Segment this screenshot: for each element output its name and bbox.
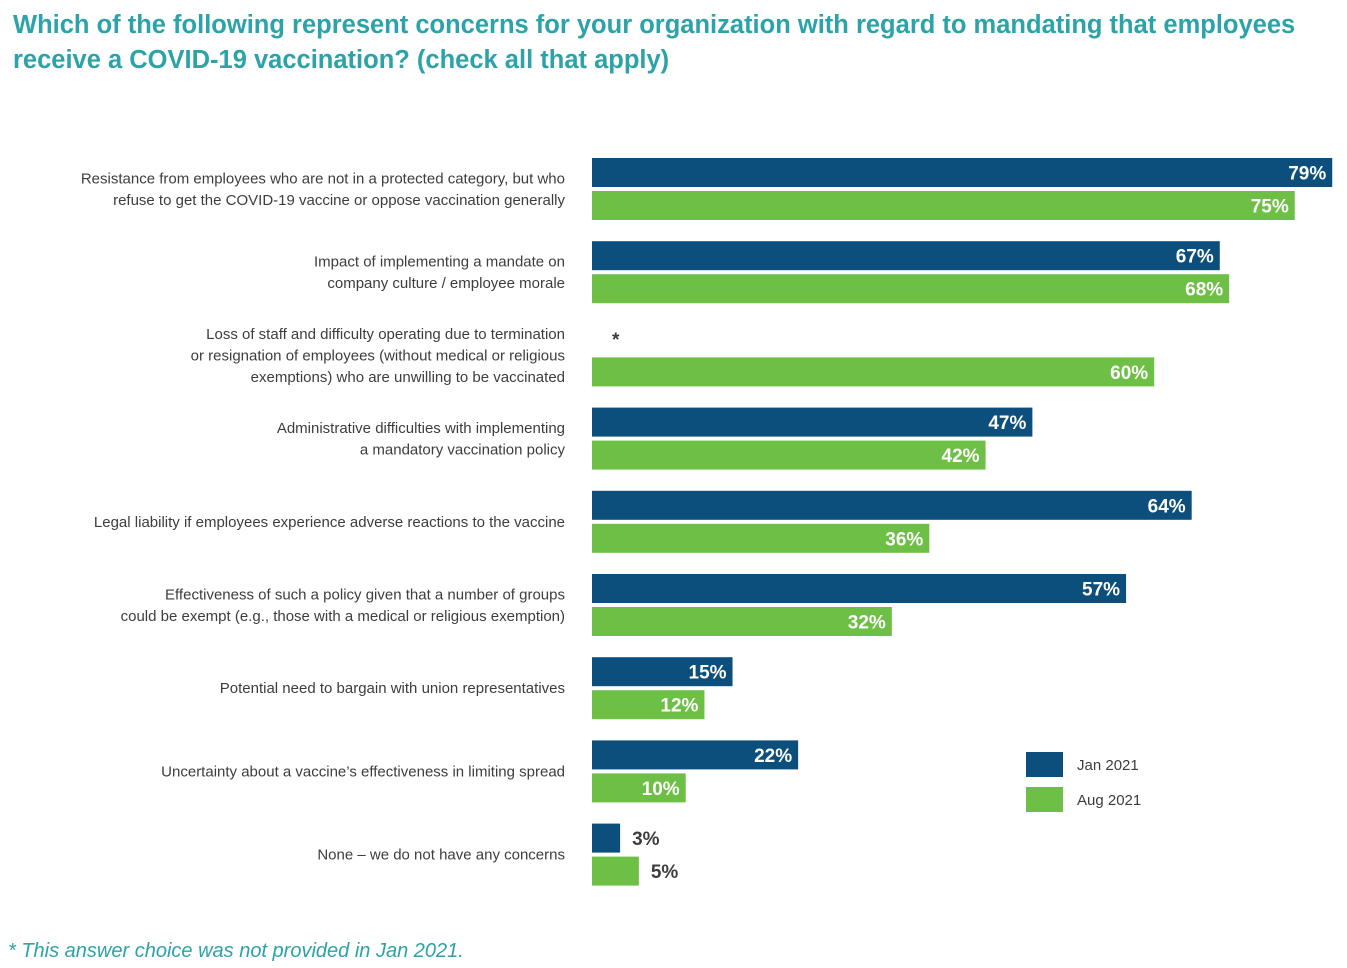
category-label-line: Impact of implementing a mandate on <box>314 253 565 270</box>
category-label: None – we do not have any concerns <box>317 847 565 864</box>
category-label-line: Legal liability if employees experience … <box>94 514 565 531</box>
value-label-jan-2021: 64% <box>1148 496 1186 517</box>
value-label-jan-2021: 22% <box>754 746 792 767</box>
bar-aug-2021 <box>592 274 1230 304</box>
value-label-jan-2021: 3% <box>632 829 660 850</box>
bar-aug-2021 <box>592 191 1295 220</box>
bar-aug-2021 <box>592 856 639 886</box>
category-label: Loss of staff and difficulty operating d… <box>191 326 565 386</box>
category-label-line: a mandatory vaccination policy <box>360 441 566 458</box>
category-label: Potential need to bargain with union rep… <box>220 680 565 697</box>
category-label-line: company culture / employee morale <box>327 275 565 292</box>
value-label-aug-2021: 12% <box>660 696 698 717</box>
chart-title: Which of the following represent concern… <box>13 11 1296 74</box>
bar-aug-2021 <box>592 357 1155 387</box>
not-provided-marker: * <box>612 330 620 351</box>
value-label-jan-2021: 57% <box>1082 580 1120 601</box>
value-label-aug-2021: 36% <box>885 529 923 550</box>
value-label-aug-2021: 10% <box>642 779 680 800</box>
value-label-jan-2021: 15% <box>689 663 727 684</box>
category-label-line: or resignation of employees (without med… <box>191 347 565 364</box>
legend-swatch <box>1026 787 1063 812</box>
category-label-line: None – we do not have any concerns <box>317 847 565 864</box>
bar-jan-2021 <box>592 574 1127 603</box>
bar-jan-2021 <box>592 490 1192 520</box>
category-label-line: Effectiveness of such a policy given tha… <box>165 586 565 603</box>
value-label-aug-2021: 75% <box>1251 197 1289 218</box>
category-label: Administrative difficulties with impleme… <box>277 420 566 459</box>
category-label: Resistance from employees who are not in… <box>81 170 566 209</box>
category-label: Legal liability if employees experience … <box>94 514 565 531</box>
bar-aug-2021 <box>592 607 892 636</box>
bar-jan-2021 <box>592 657 733 687</box>
bar-jan-2021 <box>592 823 621 853</box>
category-label: Uncertainty about a vaccine’s effectiven… <box>161 763 565 780</box>
category-label-line: Potential need to bargain with union rep… <box>220 680 565 697</box>
bar-jan-2021 <box>592 407 1033 437</box>
value-label-jan-2021: 67% <box>1176 247 1214 268</box>
bar-aug-2021 <box>592 440 986 470</box>
category-label-line: refuse to get the COVID-19 vaccine or op… <box>113 192 565 209</box>
category-label-line: Administrative difficulties with impleme… <box>277 420 565 437</box>
legend-label: Jan 2021 <box>1077 757 1139 774</box>
category-label-line: Loss of staff and difficulty operating d… <box>206 326 565 343</box>
legend-label: Aug 2021 <box>1077 792 1141 809</box>
footnote: * This answer choice was not provided in… <box>8 940 464 962</box>
bar-jan-2021 <box>592 740 799 770</box>
category-label-line: Resistance from employees who are not in… <box>81 170 565 187</box>
value-label-aug-2021: 60% <box>1110 363 1148 384</box>
value-label-aug-2021: 32% <box>848 613 886 634</box>
bar-jan-2021 <box>592 158 1333 187</box>
category-label: Impact of implementing a mandate on compa… <box>314 253 565 292</box>
value-label-jan-2021: 79% <box>1288 164 1326 185</box>
value-label-aug-2021: 5% <box>651 862 679 883</box>
bar-aug-2021 <box>592 690 705 720</box>
category-label-line: exemptions) who are unwilling to be vacc… <box>251 369 565 386</box>
legend-swatch <box>1026 752 1063 777</box>
bar-aug-2021 <box>592 773 686 803</box>
bar-aug-2021 <box>592 523 930 553</box>
category-label-line: Uncertainty about a vaccine’s effectiven… <box>161 763 565 780</box>
value-label-jan-2021: 47% <box>988 413 1026 434</box>
category-label-line: could be exempt (e.g., those with a medi… <box>121 608 565 625</box>
value-label-aug-2021: 42% <box>942 446 980 467</box>
bar-jan-2021 <box>592 241 1220 271</box>
category-label: Effectiveness of such a policy given tha… <box>121 586 565 625</box>
value-label-aug-2021: 68% <box>1185 280 1223 301</box>
